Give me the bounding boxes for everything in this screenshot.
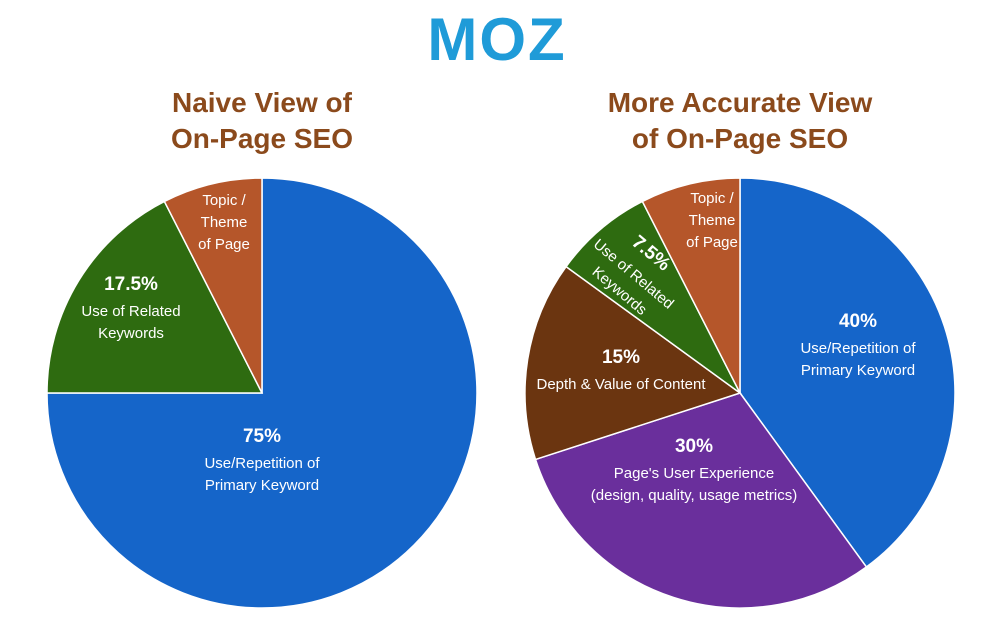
accurate-slice-2-label-line-0: Depth & Value of Content bbox=[537, 376, 707, 393]
naive-slice-0-percent: 75% bbox=[243, 426, 281, 447]
naive-view-chart: Naive View of On-Page SEO 75% Use/Repetit… bbox=[46, 87, 478, 609]
naive-chart-title-line-2: On-Page SEO bbox=[171, 123, 353, 154]
naive-slice-label-0: 75% Use/Repetition of Primary Keyword bbox=[204, 426, 320, 494]
accurate-slice-2-percent: 15% bbox=[602, 347, 640, 368]
accurate-slice-1-label-line-0: Page's User Experience bbox=[614, 465, 774, 482]
naive-slice-1 bbox=[46, 200, 264, 394]
accurate-slice-1 bbox=[534, 392, 868, 609]
naive-slice-2-label-line-0: Topic / bbox=[202, 192, 246, 209]
accurate-chart-slices bbox=[524, 177, 956, 609]
naive-chart-title-line-1: Naive View of bbox=[172, 87, 353, 118]
accurate-slice-4-label-line-1: Theme bbox=[689, 212, 736, 229]
naive-slice-1-label-line-1: Keywords bbox=[98, 325, 164, 342]
accurate-slice-label-1: 30% Page's User Experience (design, qualit… bbox=[591, 436, 797, 504]
accurate-slice-3 bbox=[565, 200, 741, 394]
naive-slice-2-label-line-2: of Page bbox=[198, 236, 250, 253]
accurate-slice-4-label-line-2: of Page bbox=[686, 234, 738, 251]
accurate-chart-labels: 40% Use/Repetition of Primary Keyword 30% Pa… bbox=[537, 161, 917, 504]
accurate-view-chart: More Accurate View of On-Page SEO 40% Use… bbox=[524, 87, 956, 609]
accurate-slice-label-0: 40% Use/Repetition of Primary Keyword bbox=[800, 311, 916, 379]
naive-slice-1-label-line-0: Use of Related bbox=[81, 303, 180, 320]
accurate-slice-label-4: 7.5% Topic / Theme of Page bbox=[686, 161, 738, 251]
naive-slice-2-label-line-1: Theme bbox=[201, 214, 248, 231]
naive-slice-1-percent: 17.5% bbox=[104, 274, 158, 295]
accurate-slice-0-label-line-0: Use/Repetition of bbox=[800, 340, 916, 357]
accurate-slice-1-percent: 30% bbox=[675, 436, 713, 457]
naive-slice-label-2: 7.5% Topic / Theme of Page bbox=[198, 163, 250, 253]
naive-slice-label-1: 17.5% Use of Related Keywords bbox=[81, 274, 180, 342]
naive-slice-0-label-line-0: Use/Repetition of bbox=[204, 455, 320, 472]
naive-slice-2-percent: 7.5% bbox=[202, 163, 245, 184]
accurate-chart-title-line-2: of On-Page SEO bbox=[632, 123, 848, 154]
naive-slice-0-label-line-1: Primary Keyword bbox=[205, 477, 319, 494]
accurate-slice-4-percent: 7.5% bbox=[690, 161, 733, 182]
naive-chart-labels: 75% Use/Repetition of Primary Keyword 17.5%… bbox=[81, 163, 320, 494]
naive-slice-2 bbox=[163, 177, 263, 394]
accurate-chart-title-line-1: More Accurate View bbox=[608, 87, 873, 118]
naive-chart-slices bbox=[46, 177, 478, 609]
accurate-slice-4-label-line-0: Topic / bbox=[690, 190, 734, 207]
accurate-slice-2 bbox=[524, 265, 742, 461]
accurate-slice-0 bbox=[739, 177, 956, 568]
moz-logo: MOZ bbox=[427, 6, 566, 73]
accurate-slice-label-2: 15% Depth & Value of Content bbox=[537, 347, 707, 393]
naive-slice-0 bbox=[46, 177, 478, 609]
accurate-slice-4 bbox=[641, 177, 741, 394]
accurate-slice-0-percent: 40% bbox=[839, 311, 877, 332]
accurate-slice-1-label-line-1: (design, quality, usage metrics) bbox=[591, 487, 797, 504]
accurate-slice-0-label-line-1: Primary Keyword bbox=[801, 362, 915, 379]
